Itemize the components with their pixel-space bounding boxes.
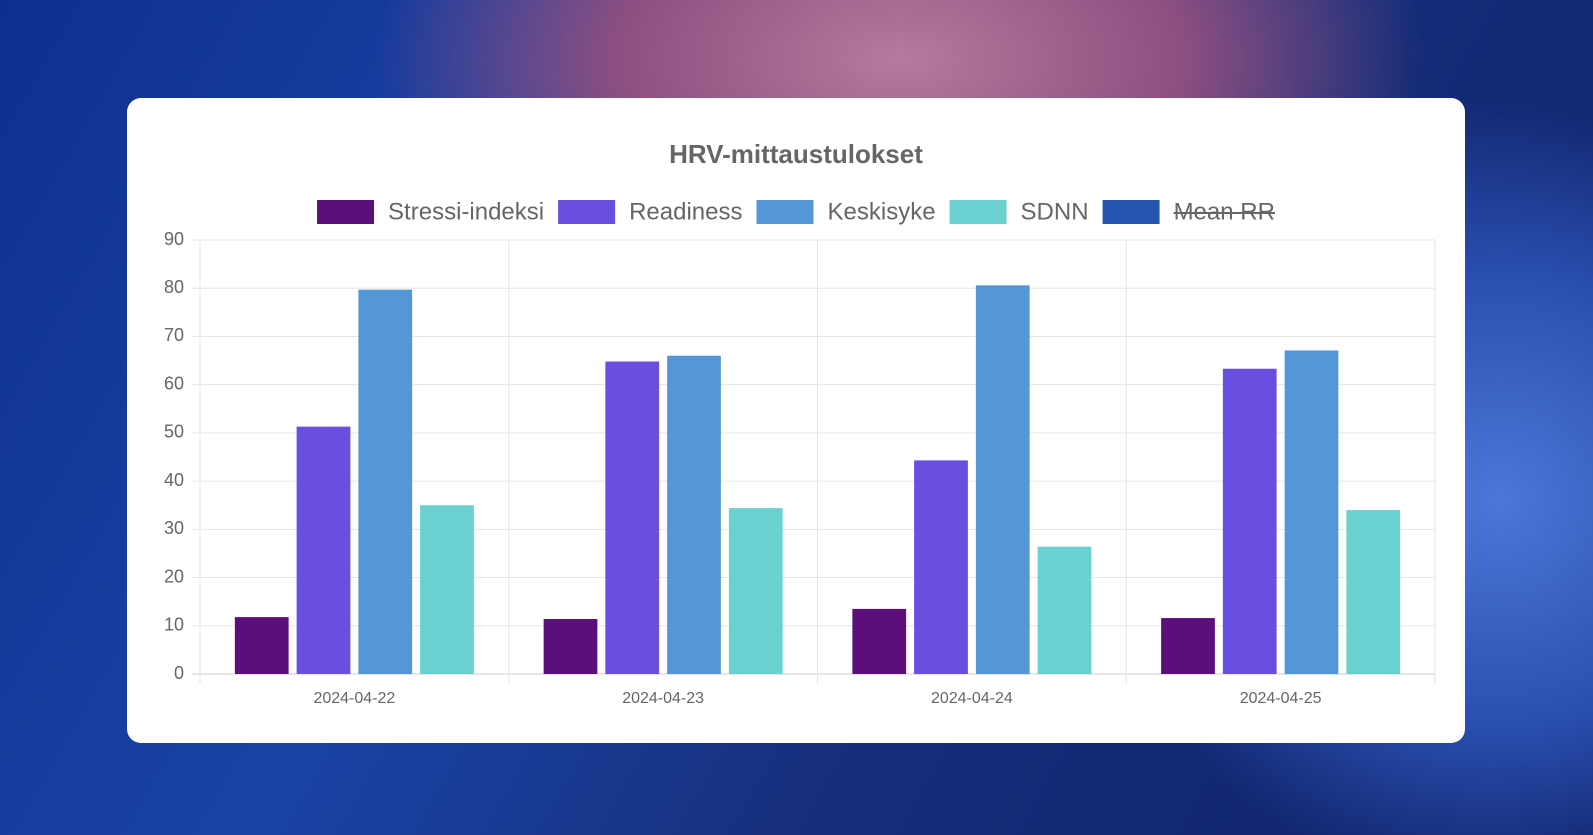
- bar: [1161, 618, 1215, 674]
- y-tick-label: 80: [164, 277, 184, 297]
- bar: [296, 426, 351, 674]
- bar: [420, 505, 474, 674]
- bar: [543, 619, 598, 674]
- chart-title: HRV-mittaustulokset: [669, 139, 923, 169]
- bar: [975, 285, 1030, 674]
- y-tick-label: 60: [164, 373, 184, 393]
- y-tick-label: 10: [164, 615, 184, 635]
- y-tick-label: 90: [164, 229, 184, 249]
- y-tick-label: 20: [164, 566, 184, 586]
- y-tick-label: 40: [164, 470, 184, 490]
- x-tick-label: 2024-04-22: [313, 690, 395, 707]
- legend-label: Stressi-indeksi: [388, 198, 544, 225]
- x-tick-label: 2024-04-24: [931, 690, 1013, 707]
- x-tick-label: 2024-04-23: [622, 690, 704, 707]
- y-tick-label: 30: [164, 518, 184, 538]
- bar: [358, 289, 413, 674]
- y-tick-label: 50: [164, 422, 184, 442]
- legend-label: Keskisyke: [828, 198, 936, 225]
- bar: [667, 355, 721, 674]
- bar: [1346, 510, 1401, 674]
- legend-label: SDNN: [1021, 198, 1089, 225]
- bar: [1222, 368, 1277, 674]
- bar: [234, 617, 289, 674]
- y-tick-label: 0: [174, 663, 184, 683]
- bar: [914, 460, 968, 674]
- legend-label: Mean RR: [1174, 198, 1275, 225]
- bar: [728, 508, 783, 674]
- legend-swatch: [317, 200, 375, 224]
- legend-swatch: [1102, 200, 1160, 224]
- bar: [1284, 350, 1339, 674]
- bar: [1037, 546, 1092, 674]
- bar: [852, 608, 907, 674]
- x-tick-label: 2024-04-25: [1240, 690, 1322, 707]
- y-tick-label: 70: [164, 325, 184, 345]
- legend-swatch: [949, 200, 1007, 224]
- legend-swatch: [756, 200, 814, 224]
- legend-swatch: [558, 200, 616, 224]
- bar: [605, 361, 660, 674]
- legend-label: Readiness: [629, 198, 742, 225]
